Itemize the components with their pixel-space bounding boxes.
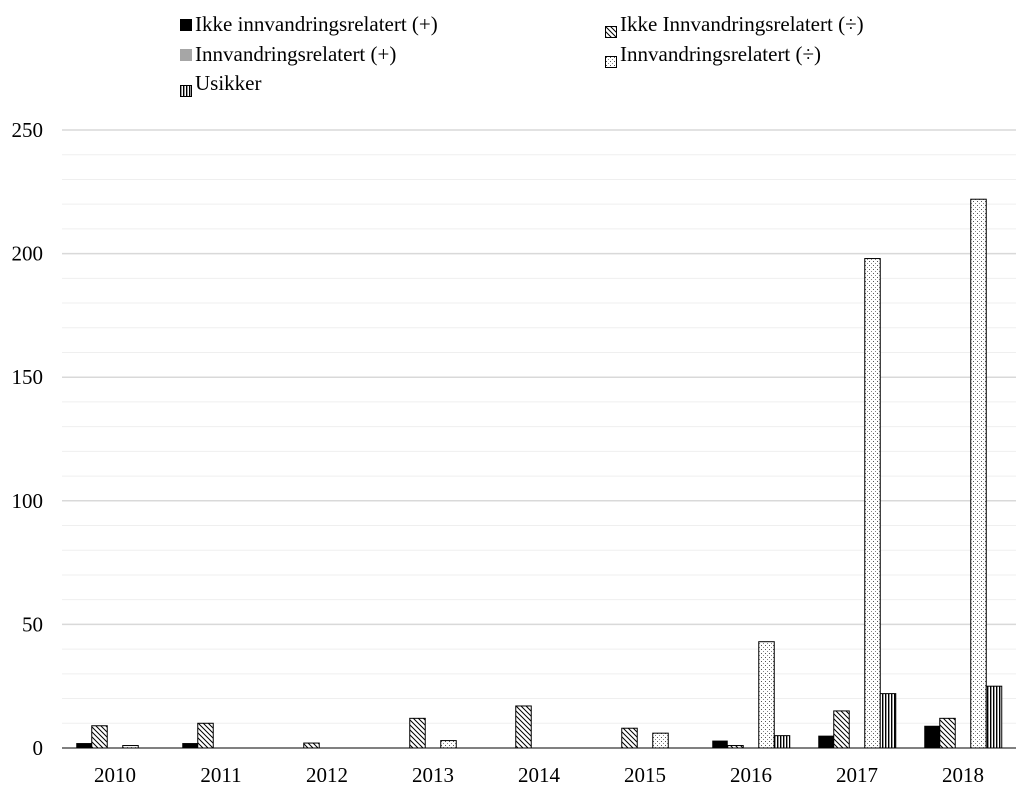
bar-diagonal-hatch-2012 bbox=[303, 742, 320, 749]
bar-vertical-stripes-2016 bbox=[773, 735, 791, 749]
x-tick-label: 2017 bbox=[836, 763, 878, 787]
x-tick-label: 2016 bbox=[730, 763, 772, 787]
y-tick-label: 250 bbox=[12, 118, 44, 142]
y-tick-label: 100 bbox=[12, 489, 44, 513]
bars bbox=[76, 198, 1003, 749]
legend-item-innvandring-minus: Innvandringsrelatert (÷) bbox=[605, 42, 822, 68]
x-tick-label: 2012 bbox=[306, 763, 348, 787]
bar-dots-2013 bbox=[440, 740, 457, 749]
diagonal-hatch-swatch-icon bbox=[605, 19, 617, 38]
bar-solid-black-2017 bbox=[818, 735, 834, 748]
y-axis-ticks: 0 50 100 150 200 250 bbox=[12, 118, 44, 760]
bar-solid-black-2010 bbox=[76, 743, 92, 748]
legend-label: Ikke Innvandringsrelatert (÷) bbox=[620, 12, 864, 36]
bar-dots-2018 bbox=[970, 198, 987, 749]
x-tick-label: 2018 bbox=[942, 763, 984, 787]
bar-dots-2016 bbox=[758, 641, 775, 749]
bar-vertical-stripes-2017 bbox=[879, 693, 897, 749]
dots-swatch-icon bbox=[605, 49, 617, 68]
vertical-stripes-swatch-icon bbox=[180, 78, 192, 97]
x-tick-label: 2015 bbox=[624, 763, 666, 787]
bar-diagonal-hatch-2013 bbox=[409, 717, 426, 749]
bar-dots-2015 bbox=[652, 732, 669, 749]
x-tick-label: 2011 bbox=[200, 763, 241, 787]
x-tick-label: 2010 bbox=[94, 763, 136, 787]
legend-item-ikke-innvandring-plus: Ikke innvandringsrelatert (+) bbox=[180, 12, 438, 37]
solid-black-swatch-icon bbox=[180, 18, 192, 31]
legend-item-usikker: Usikker bbox=[180, 71, 262, 97]
legend-label: Ikke innvandringsrelatert (+) bbox=[195, 12, 438, 36]
bar-solid-black-2018 bbox=[924, 725, 940, 748]
bar-diagonal-hatch-2015 bbox=[621, 727, 638, 749]
legend-label: Usikker bbox=[195, 71, 262, 95]
bar-diagonal-hatch-2011 bbox=[197, 722, 214, 749]
y-tick-label: 200 bbox=[12, 242, 44, 266]
x-tick-label: 2013 bbox=[412, 763, 454, 787]
bar-dots-2017 bbox=[864, 258, 881, 749]
gridlines bbox=[62, 129, 1016, 724]
x-axis-ticks: 2010 2011 2012 2013 2014 2015 2016 2017 2018 bbox=[94, 763, 984, 787]
bar-diagonal-hatch-2017 bbox=[833, 710, 850, 749]
legend-item-ikke-innvandring-minus: Ikke Innvandringsrelatert (÷) bbox=[605, 12, 864, 38]
y-tick-label: 150 bbox=[12, 365, 44, 389]
solid-gray-swatch-icon bbox=[180, 48, 192, 61]
bar-solid-black-2016 bbox=[712, 740, 728, 748]
bar-solid-black-2011 bbox=[182, 743, 198, 748]
legend-label: Innvandringsrelatert (÷) bbox=[620, 42, 822, 66]
bar-diagonal-hatch-2010 bbox=[91, 725, 108, 749]
legend-item-innvandring-plus: Innvandringsrelatert (+) bbox=[180, 42, 396, 67]
legend-label: Innvandringsrelatert (+) bbox=[195, 42, 397, 66]
x-tick-label: 2014 bbox=[518, 763, 561, 787]
y-tick-label: 50 bbox=[22, 612, 43, 636]
y-tick-label: 0 bbox=[33, 736, 44, 760]
bar-vertical-stripes-2018 bbox=[985, 685, 1003, 749]
bar-diagonal-hatch-2018 bbox=[939, 717, 956, 749]
bar-diagonal-hatch-2014 bbox=[515, 705, 532, 749]
